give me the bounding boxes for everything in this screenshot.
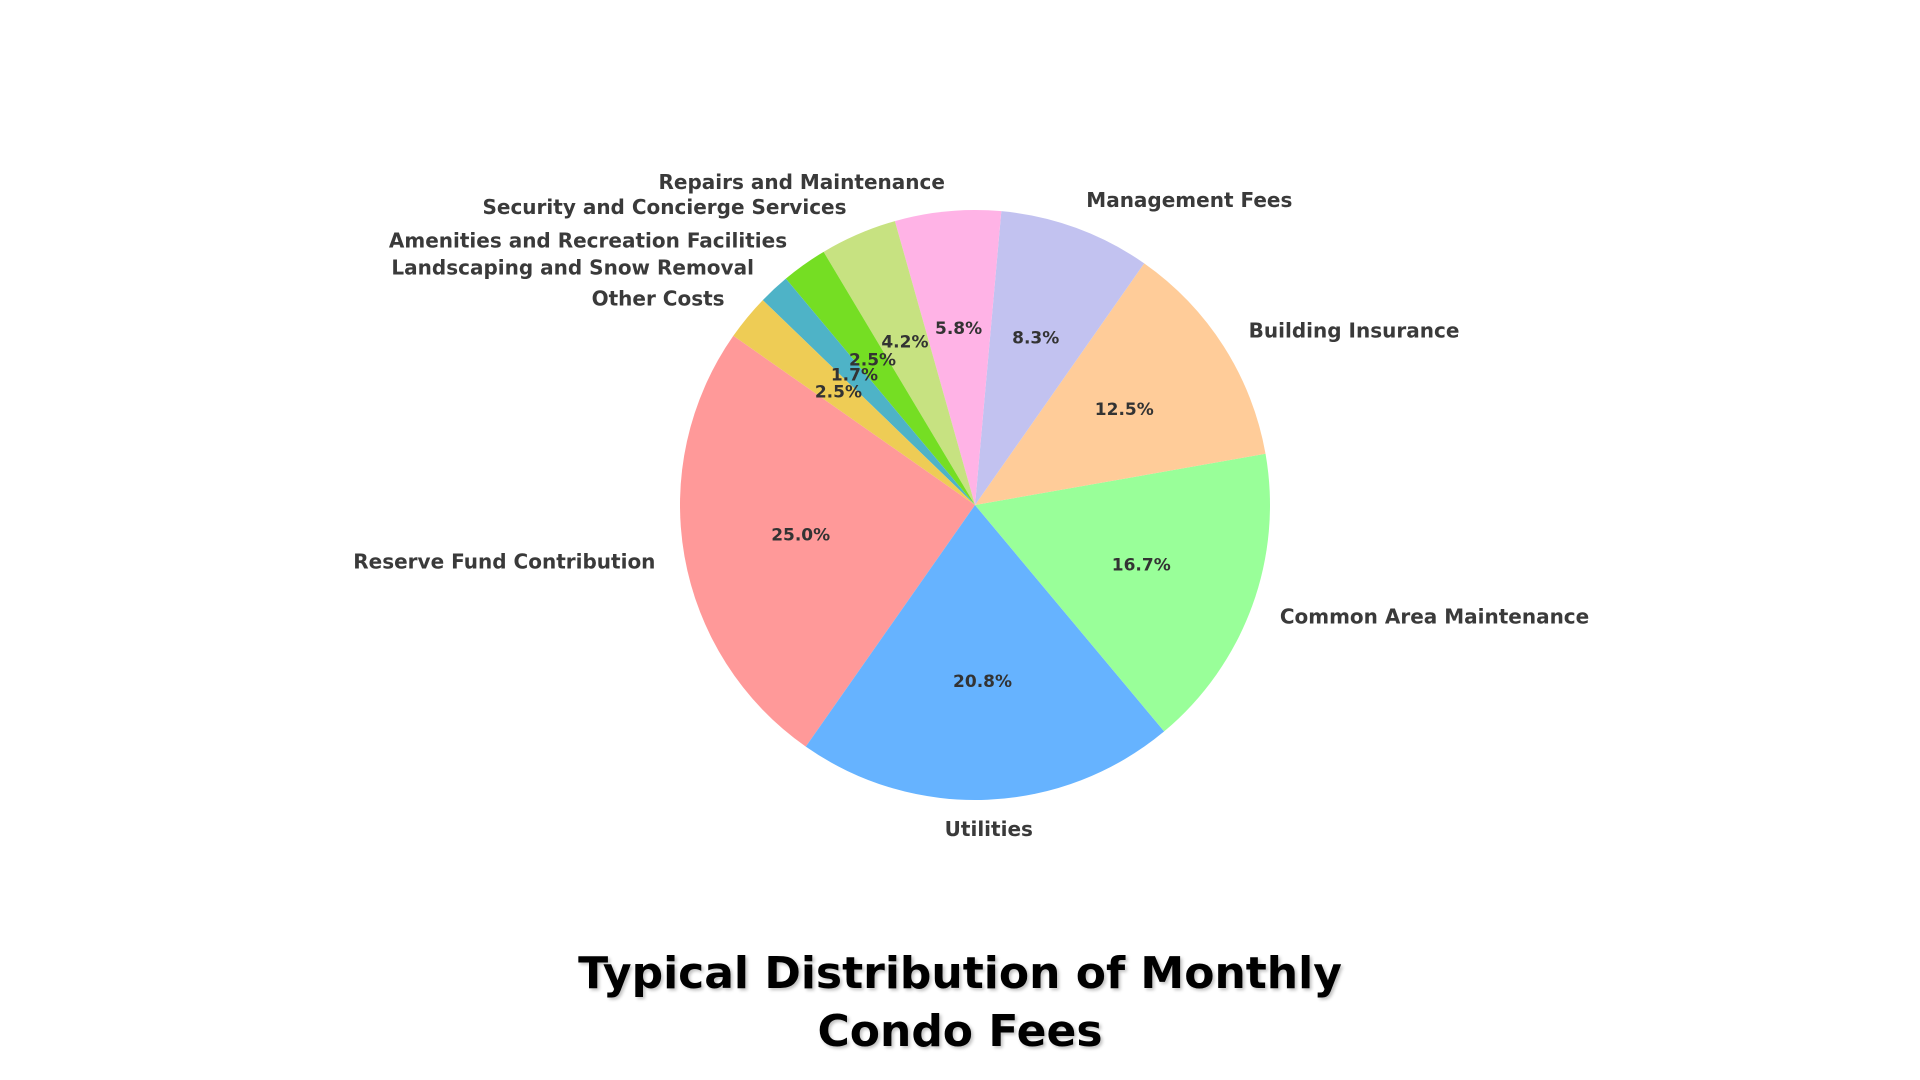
category-label-repairs-and-maintenance: Repairs and Maintenance xyxy=(659,170,945,194)
slice-utilities xyxy=(805,505,1165,800)
percent-label-building-insurance: 12.5% xyxy=(1095,400,1154,420)
percent-label-common-area-maintenance: 16.7% xyxy=(1112,556,1171,576)
category-label-other-costs: Other Costs xyxy=(592,287,725,311)
percent-label-security-and-concierge-services: 4.2% xyxy=(881,332,928,352)
chart-title: Typical Distribution of Monthly Condo Fe… xyxy=(578,948,1342,1057)
category-label-reserve-fund-contribution: Reserve Fund Contribution xyxy=(353,549,655,573)
slice-building-insurance xyxy=(975,263,1266,505)
slice-common-area-maintenance xyxy=(975,453,1271,732)
category-label-landscaping-and-snow-removal: Landscaping and Snow Removal xyxy=(391,255,754,279)
slice-other-costs xyxy=(733,300,975,505)
slice-amenities-and-recreation-facilities xyxy=(785,251,975,505)
category-label-common-area-maintenance: Common Area Maintenance xyxy=(1280,604,1589,628)
percent-label-reserve-fund-contribution: 25.0% xyxy=(771,526,830,546)
percent-label-utilities: 20.8% xyxy=(953,672,1012,692)
slice-landscaping-and-snow-removal xyxy=(762,278,975,505)
category-label-building-insurance: Building Insurance xyxy=(1249,319,1460,343)
percent-label-repairs-and-maintenance: 5.8% xyxy=(935,319,982,339)
percent-label-landscaping-and-snow-removal: 1.7% xyxy=(831,365,878,385)
percent-labels-layer: 25.0%20.8%16.7%12.5%8.3%5.8%4.2%2.5%1.7%… xyxy=(771,319,1171,692)
slice-security-and-concierge-services xyxy=(823,221,975,505)
slice-repairs-and-maintenance xyxy=(894,210,1002,506)
percent-label-amenities-and-recreation-facilities: 2.5% xyxy=(849,351,896,371)
slices-layer xyxy=(679,210,1271,800)
category-label-utilities: Utilities xyxy=(945,817,1033,841)
percent-label-other-costs: 2.5% xyxy=(815,382,862,402)
category-label-management-fees: Management Fees xyxy=(1086,188,1292,212)
category-label-amenities-and-recreation-facilities: Amenities and Recreation Facilities xyxy=(389,228,787,252)
percent-label-management-fees: 8.3% xyxy=(1012,329,1059,349)
slice-management-fees xyxy=(975,211,1145,505)
slice-reserve-fund-contribution xyxy=(679,335,975,747)
category-labels-layer: Reserve Fund Contribution Utilities Common… xyxy=(353,170,1589,841)
category-label-security-and-concierge-services: Security and Concierge Services xyxy=(482,195,846,219)
